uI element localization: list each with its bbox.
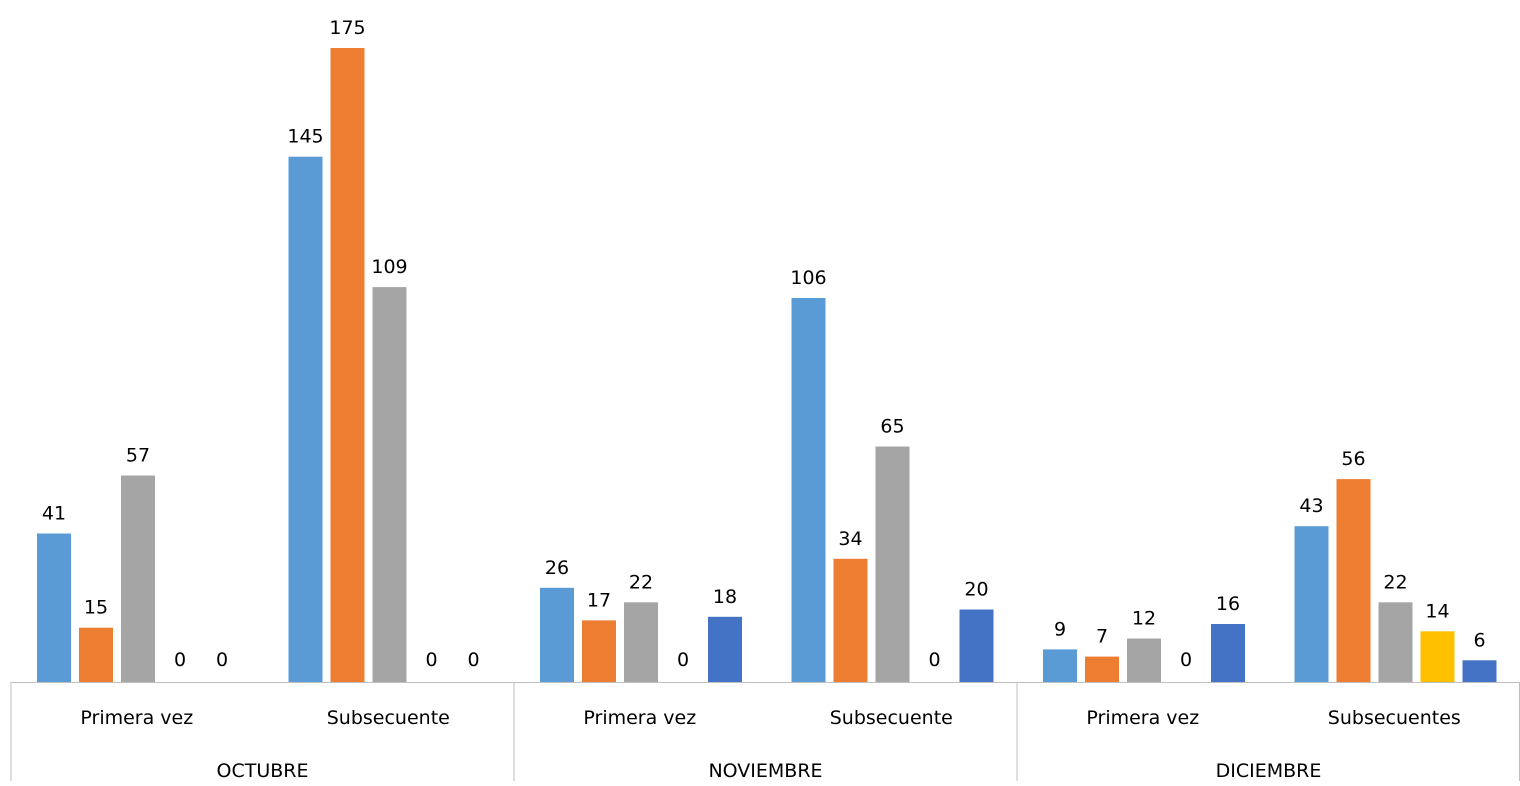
bar [1336,479,1371,682]
bar [1378,602,1413,682]
bar [708,616,742,682]
data-label: 9 [1054,618,1066,640]
data-label: 145 [287,126,323,148]
data-label: 15 [84,597,108,619]
bar [1085,656,1119,682]
category-tick-label: Primera vez [1086,707,1199,729]
bar [540,587,574,682]
bar [1294,526,1329,682]
data-label: 34 [838,528,862,550]
bar [37,533,71,682]
data-label: 12 [1132,608,1156,630]
data-label: 175 [329,17,365,39]
data-label: 0 [677,649,689,671]
data-label: 14 [1425,600,1449,622]
bar [288,156,323,682]
data-label: 22 [629,571,653,593]
data-label: 18 [713,586,737,608]
category-tick-label: Primera vez [80,707,193,729]
data-label: 16 [1216,593,1240,615]
data-label: 0 [174,649,186,671]
data-label: 26 [545,557,569,579]
data-label: 20 [964,579,988,601]
bar [1211,624,1245,682]
category-tick-label: Primera vez [583,707,696,729]
bar [959,609,994,682]
month-label: OCTUBRE [217,760,309,781]
data-label: 0 [216,649,228,671]
data-label: 0 [467,649,479,671]
data-label: 65 [880,416,904,438]
bar [1043,649,1077,682]
data-label: 0 [1180,649,1192,671]
data-labels-layer: 41 15 57 0 0 145 175 109 0 0 26 17 22 0 18 106 34 65 0 20 9 7… [42,17,1486,671]
bars-layer [37,48,1497,682]
data-label: 6 [1473,629,1485,651]
data-label: 41 [42,503,66,525]
bar [582,620,616,682]
bar [121,475,155,682]
data-label: 109 [371,256,407,278]
month-label: DICIEMBRE [1216,760,1322,781]
data-label: 7 [1096,626,1108,648]
bar [875,446,910,682]
bar [791,298,826,682]
month-label: NOVIEMBRE [708,760,822,781]
bar [1420,631,1455,682]
data-label: 43 [1299,495,1323,517]
category-axis: Primera vez Subsecuente OCTUBRE Primera vez… [10,682,1520,782]
bar [624,602,658,682]
data-label: 17 [587,589,611,611]
bar [1127,638,1161,682]
category-tick-label: Subsecuentes [1328,707,1461,729]
bar [372,287,407,682]
data-label: 106 [790,267,826,289]
bar [330,48,365,682]
data-label: 22 [1383,571,1407,593]
data-label: 0 [425,649,437,671]
bar [833,558,868,682]
data-label: 0 [928,649,940,671]
data-label: 57 [126,445,150,467]
category-tick-label: Subsecuente [830,707,953,729]
category-tick-label: Subsecuente [327,707,450,729]
bar [79,627,113,682]
bar [1462,660,1497,682]
data-label: 56 [1341,448,1365,470]
